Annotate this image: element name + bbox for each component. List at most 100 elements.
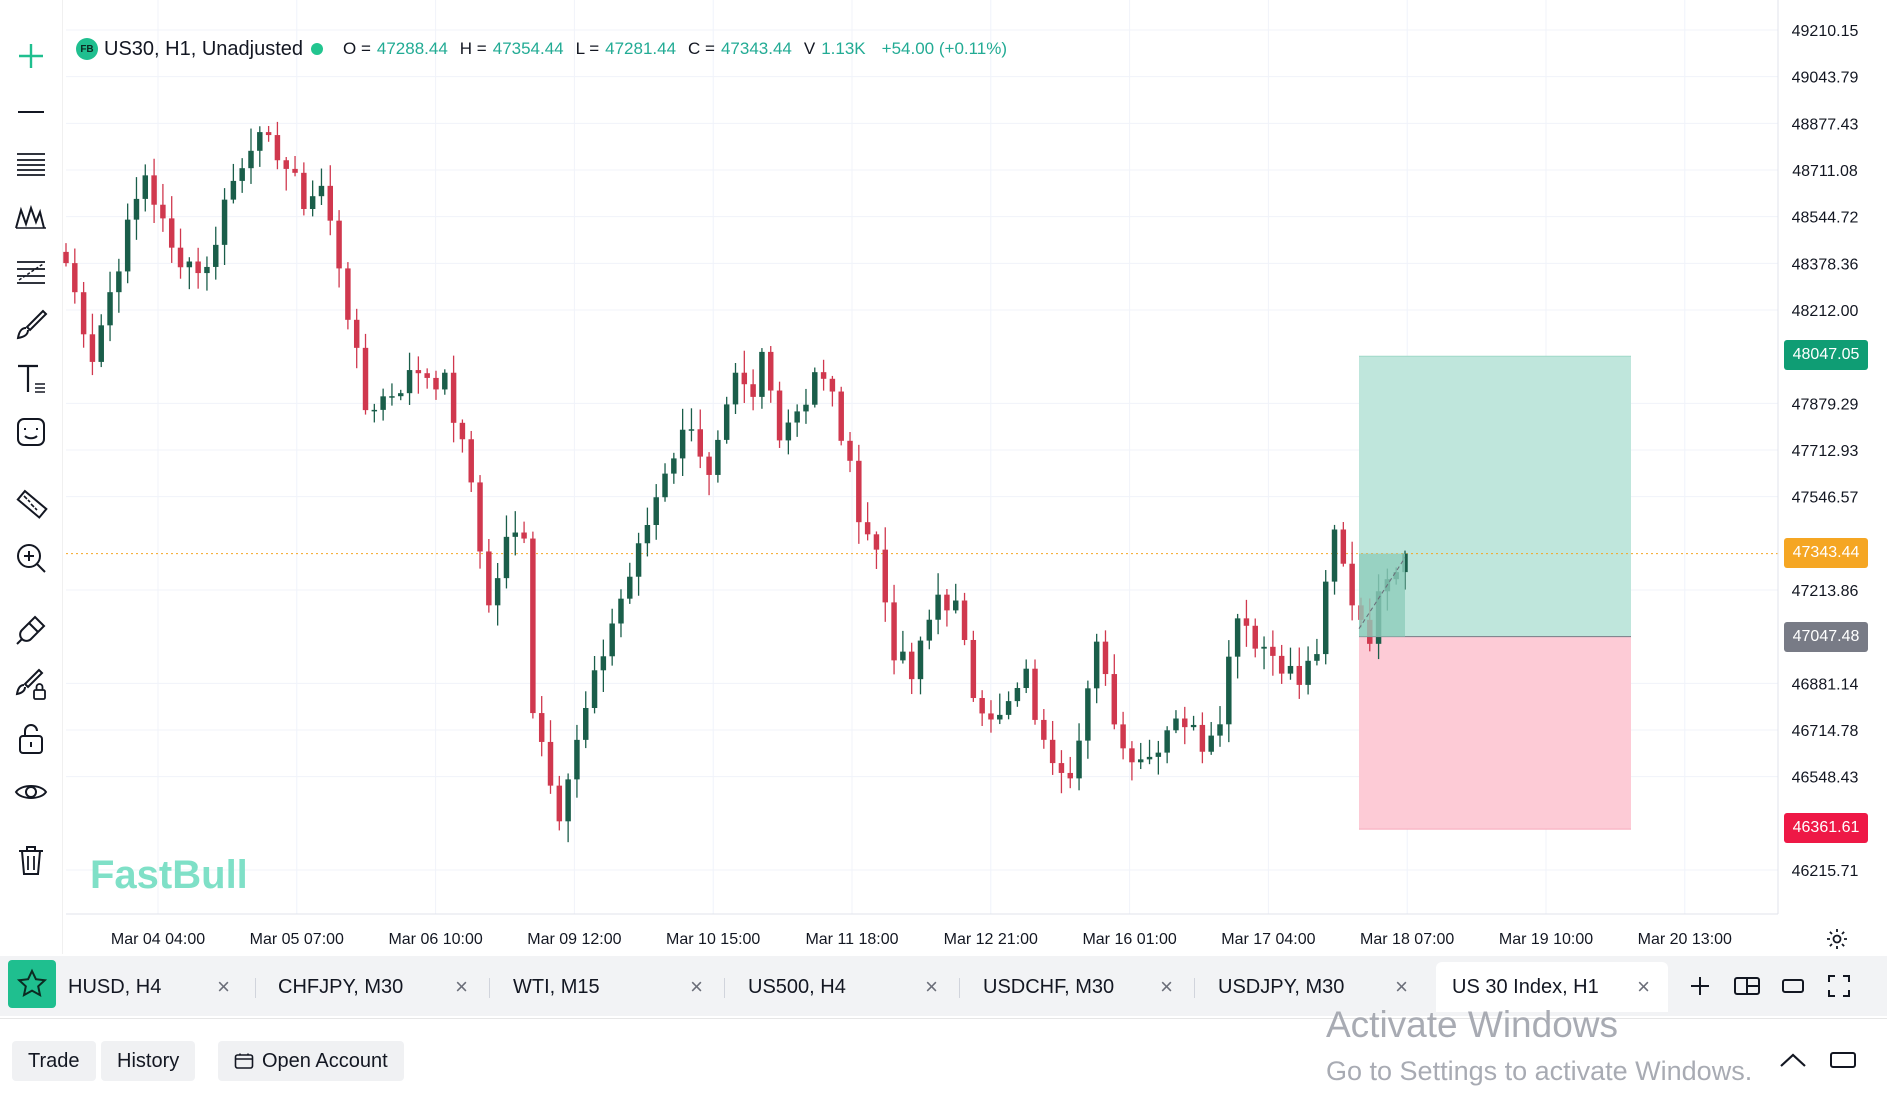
ruler-icon[interactable]: [9, 482, 53, 526]
text-icon[interactable]: [9, 356, 53, 400]
close-icon[interactable]: ×: [1395, 974, 1408, 999]
candle-body: [1234, 618, 1241, 657]
tab-label: HUSD, H4: [68, 975, 162, 998]
candle-body: [1190, 724, 1197, 728]
candle-body: [486, 551, 492, 606]
candle-body: [512, 532, 519, 537]
tab-usdjpy[interactable]: USDJPY, M30 ×: [1202, 962, 1426, 1012]
candle-body: [1023, 668, 1029, 689]
close-value: 47343.44: [720, 39, 792, 58]
tab-label: US 30 Index, H1: [1452, 975, 1599, 998]
tab-wti[interactable]: WTI, M15 ×: [497, 962, 721, 1012]
stop-loss-tag[interactable]: 46361.61: [1784, 813, 1868, 843]
add-tab-icon[interactable]: [1684, 970, 1716, 1002]
pattern-icon[interactable]: [9, 194, 53, 238]
time-tick-label: Mar 18 07:00: [1360, 931, 1454, 948]
candle-body: [371, 409, 378, 412]
candle-body: [538, 713, 545, 742]
fib-icon[interactable]: [9, 248, 53, 292]
chevron-up-icon[interactable]: [1776, 1043, 1810, 1077]
candle-body: [142, 175, 149, 199]
lock-drawing-icon[interactable]: [9, 662, 53, 706]
candle-body: [257, 132, 263, 151]
watchlist-star-icon[interactable]: [8, 960, 56, 1008]
lock-icon[interactable]: [9, 716, 53, 760]
trade-button[interactable]: Trade: [12, 1041, 96, 1081]
symbol-title[interactable]: US30, H1, Unadjusted: [104, 37, 304, 60]
zoom-in-icon[interactable]: [9, 536, 53, 580]
activate-windows-subtitle: Go to Settings to activate Windows.: [1326, 1056, 1753, 1086]
price-tick-label: 46215.71: [1792, 863, 1859, 880]
candle-body: [265, 132, 272, 136]
take-profit-tag[interactable]: 48047.05: [1784, 340, 1868, 370]
price-tick-label: 47213.86: [1792, 583, 1859, 600]
trash-icon[interactable]: [9, 838, 53, 882]
stop-loss-zone[interactable]: [1359, 636, 1631, 830]
emoji-icon[interactable]: [9, 410, 53, 454]
brush-icon[interactable]: [9, 302, 53, 346]
candle-body: [671, 458, 677, 474]
close-icon[interactable]: ×: [690, 974, 703, 999]
tab-chfjpy[interactable]: CHFJPY, M30 ×: [262, 962, 486, 1012]
activate-windows-title: Activate Windows: [1326, 1004, 1618, 1045]
low-value: 47281.44: [605, 39, 677, 58]
close-icon[interactable]: ×: [455, 974, 468, 999]
close-icon[interactable]: ×: [1160, 974, 1173, 999]
eye-icon[interactable]: [9, 770, 53, 814]
candle-body: [803, 404, 809, 412]
tab-us500[interactable]: US500, H4 ×: [732, 962, 956, 1012]
open-account-button[interactable]: Open Account: [218, 1041, 404, 1081]
candle-body: [706, 456, 712, 475]
crosshair-icon[interactable]: [9, 34, 53, 78]
candle-body: [944, 594, 950, 611]
candle-body: [723, 404, 730, 440]
history-button[interactable]: History: [101, 1041, 196, 1081]
line-icon[interactable]: [9, 88, 53, 132]
candle-body: [398, 393, 404, 397]
time-tick-label: Mar 19 10:00: [1499, 931, 1593, 948]
candle-body: [856, 460, 862, 523]
channel-icon[interactable]: [9, 140, 53, 184]
candle-body: [468, 439, 474, 483]
magnet-icon[interactable]: [9, 608, 53, 652]
candle-body: [107, 292, 113, 326]
candle-body: [583, 707, 589, 740]
open-account-label: Open Account: [262, 1049, 388, 1072]
candle-body: [1049, 739, 1056, 764]
candle-body: [1129, 748, 1135, 763]
panel-icon[interactable]: [1826, 1043, 1860, 1077]
candle-body: [618, 598, 624, 624]
tab-us30-index[interactable]: US 30 Index, H1 ×: [1436, 962, 1668, 1012]
fullscreen-icon[interactable]: [1822, 970, 1856, 1002]
tab-husd[interactable]: HUSD, H4 ×: [62, 962, 248, 1012]
candle-body: [1349, 563, 1355, 606]
candle-body: [1120, 724, 1126, 749]
candle-body: [961, 600, 968, 640]
candle-body: [785, 422, 792, 441]
chart-settings-gear-icon[interactable]: [1822, 924, 1852, 954]
candle-body: [1261, 646, 1267, 649]
close-icon[interactable]: ×: [925, 974, 938, 999]
price-axis: 49210.15 49043.79 48877.43 48711.08 48544.72…: [1777, 0, 1859, 914]
time-tick-label: Mar 17 04:00: [1221, 931, 1315, 948]
price-chart[interactable]: 49210.15 49043.79 48877.43 48711.08 48544.72…: [0, 0, 1887, 954]
chart-tabs-bar: HUSD, H4 × CHFJPY, M30 × WTI, M15 × US500, …: [0, 956, 1887, 1016]
candle-body: [503, 536, 510, 579]
price-tick-label: 46714.78: [1792, 723, 1859, 740]
window-icon[interactable]: [1776, 970, 1810, 1002]
layout-icon[interactable]: [1730, 970, 1764, 1002]
candle-body: [556, 785, 563, 822]
candle-body: [688, 429, 695, 431]
close-icon[interactable]: ×: [217, 974, 230, 999]
candle-body: [644, 525, 651, 544]
close-icon[interactable]: ×: [1637, 974, 1650, 999]
candle-body: [1305, 660, 1311, 685]
candle-body: [882, 549, 888, 603]
candle-body: [318, 185, 325, 197]
fastbull-logo-icon: FB: [76, 38, 98, 60]
entry-price-tag[interactable]: 47047.48: [1784, 622, 1868, 652]
candle-body: [336, 220, 342, 269]
tab-usdchf[interactable]: USDCHF, M30 ×: [967, 962, 1191, 1012]
volume-value: 1.13K: [821, 39, 866, 58]
candle-body: [1314, 654, 1320, 661]
